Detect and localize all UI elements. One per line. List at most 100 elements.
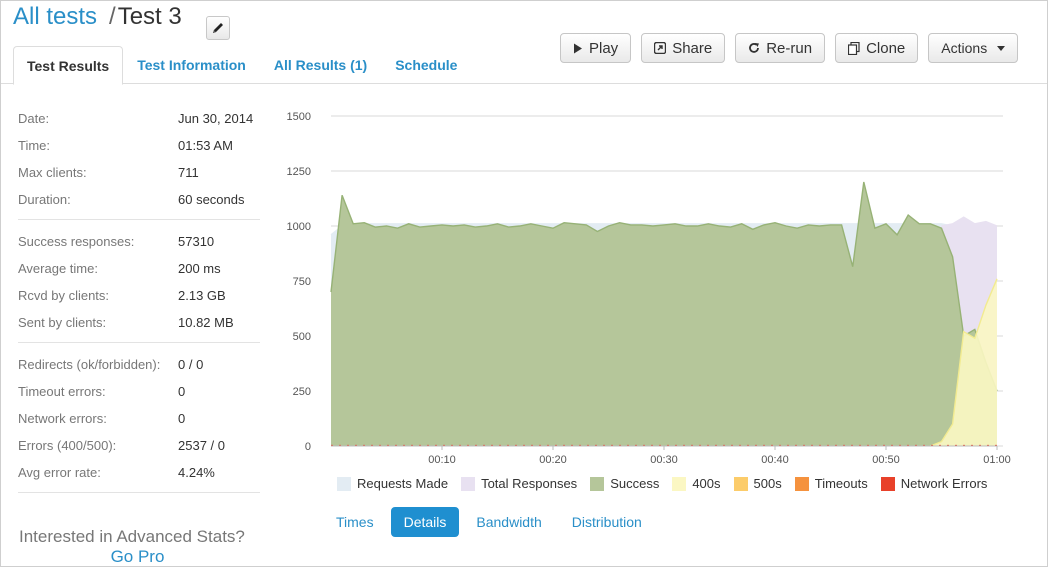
details-chart: 1500 1250 1000 750 500 250 0 00:10 00:20 00:30 00:… [287, 111, 1011, 466]
toolbar: Play Share Re-run Clone Actions [560, 33, 1019, 63]
actions-dropdown[interactable]: Actions [928, 33, 1019, 63]
play-button[interactable]: Play [560, 33, 632, 63]
stat-label: Average time: [18, 261, 98, 276]
series-area-400s [930, 278, 997, 446]
legend-swatch [461, 476, 476, 491]
tab-all-results[interactable]: All Results (1) [273, 57, 368, 73]
advanced-stats-promo: Interested in Advanced Stats? Go Pro [19, 527, 261, 567]
tab-schedule[interactable]: Schedule [395, 57, 458, 73]
subtab-distribution[interactable]: Distribution [571, 514, 642, 530]
stat-label: Errors (400/500): [18, 438, 117, 453]
legend-swatch [337, 476, 351, 491]
chart-view-tabs: Times Details Bandwidth Distribution [323, 507, 655, 537]
stat-label: Max clients: [18, 165, 87, 180]
stat-row: Avg error rate: 4.24% [18, 459, 260, 486]
stat-label: Sent by clients: [18, 315, 107, 330]
legend-item[interactable]: Requests Made [337, 476, 448, 491]
copy-icon [848, 41, 860, 55]
header: All tests /Test 3 Test Results Test Infor… [1, 1, 1047, 85]
y-tick-label: 1000 [287, 221, 311, 233]
stat-value: 4.24% [178, 465, 215, 480]
legend-label: Total Responses [481, 476, 578, 491]
stat-label: Time: [18, 138, 51, 153]
legend-item[interactable]: Network Errors [880, 476, 987, 491]
series-line-400s [930, 278, 998, 447]
y-tick-label: 1500 [287, 111, 311, 123]
stat-value: 60 seconds [178, 192, 245, 207]
tab-test-results[interactable]: Test Results [13, 46, 124, 85]
subtab-bandwidth[interactable]: Bandwidth [476, 514, 542, 530]
stat-row: Average time: 200 ms [18, 255, 260, 282]
stat-label: Success responses: [18, 234, 135, 249]
play-icon [574, 43, 582, 53]
y-tick-label: 750 [293, 276, 311, 288]
pencil-icon [213, 23, 223, 33]
legend-swatch [590, 476, 605, 491]
stat-row: Duration: 60 seconds [18, 186, 260, 213]
legend-label: Success [610, 476, 660, 491]
rerun-label: Re-run [766, 39, 813, 57]
clone-button[interactable]: Clone [835, 33, 919, 63]
stat-label: Network errors: [18, 411, 107, 426]
y-tick-label: 500 [293, 331, 311, 343]
subtab-details[interactable]: Details [390, 507, 460, 537]
stat-row: Rcvd by clients: 2.13 GB [18, 282, 260, 309]
legend-swatch [880, 476, 895, 491]
stat-label: Avg error rate: [18, 465, 101, 480]
legend-label: 400s [692, 476, 721, 491]
stat-row: Sent by clients: 10.82 MB [18, 309, 260, 336]
share-label: Share [672, 39, 713, 57]
stat-value: 57310 [178, 234, 215, 249]
result-tabs: Test Results Test Information All Result… [13, 46, 471, 85]
x-tick-label: 01:00 [983, 454, 1011, 466]
stats-panel: Date: Jun 30, 2014 Time: 01:53 AM Max clie… [18, 105, 260, 501]
clone-label: Clone [866, 39, 906, 57]
breadcrumb-all-tests-link[interactable]: All tests [13, 3, 98, 30]
y-tick-label: 1250 [287, 166, 311, 178]
stat-row: Time: 01:53 AM [18, 132, 260, 159]
go-pro-link[interactable]: Go Pro [110, 547, 165, 566]
share-icon [654, 42, 667, 54]
stat-row: Success responses: 57310 [18, 228, 260, 255]
series-area-success [331, 182, 997, 446]
stat-value: 711 [178, 165, 199, 180]
x-tick-label: 00:50 [872, 454, 900, 466]
legend-item[interactable]: 500s [733, 476, 782, 491]
legend-item[interactable]: Total Responses [461, 476, 577, 491]
breadcrumb-separator: / [109, 3, 116, 30]
x-tick-label: 00:10 [428, 454, 456, 466]
subtab-times[interactable]: Times [336, 514, 374, 530]
stat-row: Date: Jun 30, 2014 [18, 105, 260, 132]
tab-test-information[interactable]: Test Information [137, 57, 246, 73]
refresh-icon [749, 43, 760, 53]
stat-value: 10.82 MB [178, 315, 234, 330]
chart-legend: Requests Made Total Responses Success 400s 5… [337, 476, 1000, 491]
legend-swatch [794, 476, 809, 491]
stat-value: 01:53 AM [178, 138, 233, 153]
caret-down-icon [997, 45, 1006, 51]
series-line-total-responses [941, 216, 998, 227]
legend-item[interactable]: Success [590, 476, 659, 491]
stat-value: 2.13 GB [178, 288, 226, 303]
legend-item[interactable]: Timeouts [794, 476, 868, 491]
legend-item[interactable]: 400s [672, 476, 721, 491]
legend-swatch [733, 476, 748, 491]
share-button[interactable]: Share [641, 33, 726, 63]
edit-title-button[interactable] [206, 16, 230, 40]
stat-row: Network errors: 0 [18, 405, 260, 432]
x-tick-label: 00:30 [650, 454, 678, 466]
legend-label: 500s [753, 476, 782, 491]
x-tick-label: 00:20 [539, 454, 567, 466]
series-line-success [330, 181, 998, 392]
rerun-button[interactable]: Re-run [735, 33, 826, 63]
divider [18, 219, 260, 220]
stat-value: 0 [178, 411, 186, 426]
y-tick-label: 0 [305, 441, 311, 453]
stat-label: Redirects (ok/forbidden): [18, 357, 161, 372]
page-title: Test 3 [117, 3, 182, 30]
stat-value: Jun 30, 2014 [178, 111, 254, 126]
stat-value: 2537 / 0 [178, 438, 225, 453]
x-tick-label: 00:40 [761, 454, 789, 466]
stat-label: Timeout errors: [18, 384, 106, 399]
stat-row: Errors (400/500): 2537 / 0 [18, 432, 260, 459]
